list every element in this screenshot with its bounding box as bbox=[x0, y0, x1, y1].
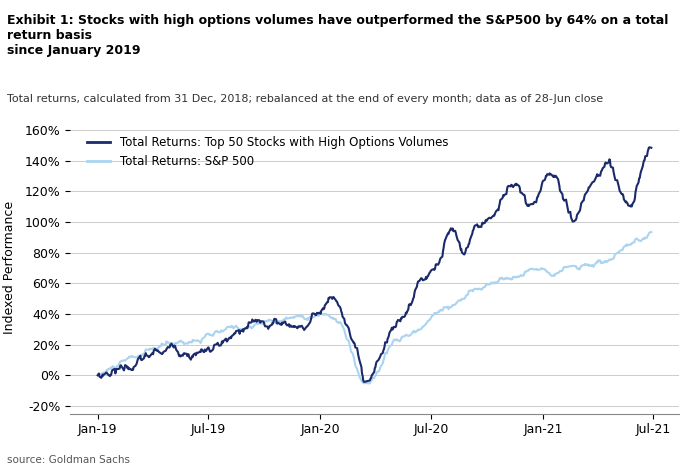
Text: Total returns, calculated from 31 Dec, 2018; rebalanced at the end of every mont: Total returns, calculated from 31 Dec, 2… bbox=[7, 94, 603, 104]
Y-axis label: Indexed Performance: Indexed Performance bbox=[3, 201, 16, 335]
Text: source: Goldman Sachs: source: Goldman Sachs bbox=[7, 455, 130, 465]
Legend: Total Returns: Top 50 Stocks with High Options Volumes, Total Returns: S&P 500: Total Returns: Top 50 Stocks with High O… bbox=[82, 131, 453, 172]
Text: Exhibit 1: Stocks with high options volumes have outperformed the S&P500 by 64% : Exhibit 1: Stocks with high options volu… bbox=[7, 14, 668, 57]
